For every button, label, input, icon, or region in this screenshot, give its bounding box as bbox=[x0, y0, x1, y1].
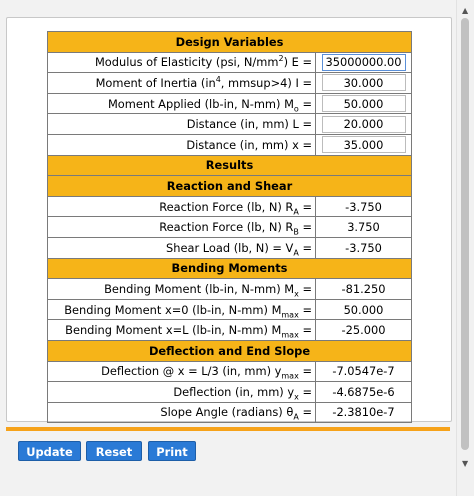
slope-angle-label: Slope Angle (radians) θA = bbox=[47, 401, 316, 424]
reaction-b-label: Reaction Force (lb, N) RB = bbox=[47, 216, 316, 238]
input-row: Distance (in, mm) L = bbox=[47, 113, 412, 135]
section-row: Bending Moments bbox=[47, 257, 412, 280]
deflection-yx-value: -4.6875e-6 bbox=[315, 381, 412, 403]
result-row: Bending Moment x=L (lb-in, N-mm) Mmax = … bbox=[47, 319, 412, 341]
vertical-scrollbar[interactable]: ▲ ▼ bbox=[456, 0, 474, 496]
print-button[interactable]: Print bbox=[148, 441, 196, 461]
calculator-table: Design Variables Modulus of Elasticity (… bbox=[47, 31, 412, 424]
result-row: Deflection (in, mm) yx = -4.6875e-6 bbox=[47, 381, 412, 403]
distance-x-label: Distance (in, mm) x = bbox=[47, 133, 316, 156]
deflection-ymax-label: Deflection @ x = L/3 (in, mm) ymax = bbox=[47, 360, 316, 383]
deflection-ymax-value: -7.0547e-7 bbox=[315, 360, 412, 383]
section-row: Design Variables bbox=[47, 31, 412, 53]
section-row: Results bbox=[47, 154, 412, 177]
bending-ml-label: Bending Moment x=L (lb-in, N-mm) Mmax = bbox=[47, 319, 316, 341]
input-row: Moment of Inertia (in4, mmsup>4) I = bbox=[47, 72, 412, 94]
page-frame: Design Variables Modulus of Elasticity (… bbox=[0, 0, 456, 496]
section-row: Reaction and Shear bbox=[47, 175, 412, 197]
distance-x-input[interactable] bbox=[321, 136, 406, 154]
result-row: Reaction Force (lb, N) RA = -3.750 bbox=[47, 195, 412, 218]
section-row: Deflection and End Slope bbox=[47, 339, 412, 362]
bending-m0-label: Bending Moment x=0 (lb-in, N-mm) Mmax = bbox=[47, 298, 316, 321]
scroll-down-arrow-icon[interactable]: ▼ bbox=[462, 459, 469, 468]
update-button[interactable]: Update bbox=[18, 441, 81, 461]
section-header-reaction-shear: Reaction and Shear bbox=[47, 175, 412, 197]
shear-value: -3.750 bbox=[315, 236, 412, 259]
result-row: Slope Angle (radians) θA = -2.3810e-7 bbox=[47, 401, 412, 424]
inertia-cell bbox=[315, 72, 412, 94]
reset-button[interactable]: Reset bbox=[86, 441, 142, 461]
input-row: Modulus of Elasticity (psi, N/mm2) E = bbox=[47, 51, 412, 74]
modulus-cell bbox=[315, 51, 412, 74]
scroll-up-arrow-icon[interactable]: ▲ bbox=[462, 6, 469, 15]
section-header-design-variables: Design Variables bbox=[47, 31, 412, 53]
result-row: Bending Moment x=0 (lb-in, N-mm) Mmax = … bbox=[47, 298, 412, 321]
deflection-yx-label: Deflection (in, mm) yx = bbox=[47, 381, 316, 403]
distance-l-input[interactable] bbox=[321, 115, 406, 133]
calculator-panel: Design Variables Modulus of Elasticity (… bbox=[6, 17, 452, 424]
bending-ml-value: -25.000 bbox=[315, 319, 412, 341]
moment-label: Moment Applied (lb-in, N-mm) Mo = bbox=[47, 92, 316, 115]
result-row: Shear Load (lb, N) = VA = -3.750 bbox=[47, 236, 412, 259]
reaction-b-value: 3.750 bbox=[315, 216, 412, 238]
bending-mx-label: Bending Moment (lb-in, N-mm) Mx = bbox=[47, 278, 316, 300]
result-row: Reaction Force (lb, N) RB = 3.750 bbox=[47, 216, 412, 238]
moment-cell bbox=[315, 92, 412, 115]
section-header-deflection-slope: Deflection and End Slope bbox=[47, 339, 412, 362]
distance-l-cell bbox=[315, 113, 412, 135]
scroll-thumb[interactable] bbox=[461, 18, 469, 450]
shear-label: Shear Load (lb, N) = VA = bbox=[47, 236, 316, 259]
result-row: Bending Moment (lb-in, N-mm) Mx = -81.25… bbox=[47, 278, 412, 300]
distance-l-label: Distance (in, mm) L = bbox=[47, 113, 316, 135]
distance-x-cell bbox=[315, 133, 412, 156]
moment-input[interactable] bbox=[321, 95, 406, 113]
bending-m0-value: 50.000 bbox=[315, 298, 412, 321]
input-row: Moment Applied (lb-in, N-mm) Mo = bbox=[47, 92, 412, 115]
modulus-label: Modulus of Elasticity (psi, N/mm2) E = bbox=[47, 51, 316, 74]
reaction-a-label: Reaction Force (lb, N) RA = bbox=[47, 195, 316, 218]
section-header-results: Results bbox=[47, 154, 412, 177]
modulus-input[interactable] bbox=[321, 53, 406, 71]
result-row: Deflection @ x = L/3 (in, mm) ymax = -7.… bbox=[47, 360, 412, 383]
reaction-a-value: -3.750 bbox=[315, 195, 412, 218]
inertia-input[interactable] bbox=[321, 74, 406, 92]
section-header-bending-moments: Bending Moments bbox=[47, 257, 412, 280]
inertia-label: Moment of Inertia (in4, mmsup>4) I = bbox=[47, 72, 316, 94]
bending-mx-value: -81.250 bbox=[315, 278, 412, 300]
footer-divider bbox=[6, 427, 450, 431]
slope-angle-value: -2.3810e-7 bbox=[315, 401, 412, 424]
input-row: Distance (in, mm) x = bbox=[47, 133, 412, 156]
